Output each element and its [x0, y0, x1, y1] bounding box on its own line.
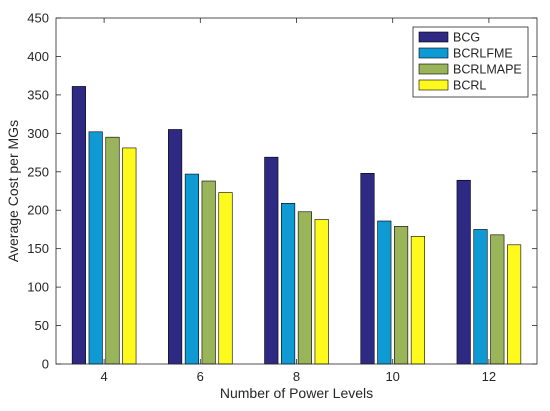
bar-bcg-6	[168, 129, 183, 365]
y-tick-label: 450	[27, 11, 49, 26]
legend-label-bcrl: BCRL	[453, 79, 486, 93]
bar-bcrlmape-4	[105, 136, 120, 365]
y-tick-label: 350	[27, 87, 49, 102]
x-axis-label: Number of Power Levels	[220, 385, 373, 401]
x-tick-label: 12	[482, 369, 496, 384]
bar-bcrlfme-10	[377, 220, 392, 365]
bar-bcrlmape-12	[490, 234, 505, 365]
y-tick-label: 300	[27, 126, 49, 141]
legend-label-bcrlfme: BCRLFME	[453, 47, 513, 61]
y-tick-label: 200	[27, 203, 49, 218]
bar-bcg-12	[456, 179, 471, 365]
x-tick-label: 4	[100, 369, 107, 384]
axes-layer: 0 50 100 150 200 250 300 350 400 450 4 6 8 10 12	[27, 11, 538, 384]
bar-bcrl-8	[314, 219, 329, 365]
y-tick-label: 100	[27, 280, 49, 295]
bar-bcrlfme-8	[281, 203, 296, 365]
legend-swatch-bcrl	[418, 79, 449, 91]
bar-bcrlmape-8	[297, 211, 312, 365]
y-tick-label: 150	[27, 241, 49, 256]
y-tick-label: 0	[42, 357, 49, 372]
bars-layer	[71, 86, 522, 365]
legend-label-bcg: BCG	[453, 31, 480, 45]
bar-bcg-10	[360, 173, 375, 365]
bar-bcrlmape-6	[201, 180, 216, 365]
y-tick-label: 250	[27, 164, 49, 179]
bar-bcg-4	[71, 86, 86, 365]
bar-bcrl-10	[410, 236, 425, 365]
bar-bcrlmape-10	[394, 226, 409, 365]
legend-swatch-bcg	[418, 31, 449, 43]
bar-bcrl-6	[218, 192, 233, 365]
bar-bcrlfme-4	[88, 131, 103, 365]
legend-swatch-bcrlfme	[418, 47, 449, 59]
legend-label-bcrlmape: BCRLMAPE	[453, 63, 522, 77]
legend: BCG BCRLFME BCRLMAPE BCRL	[412, 26, 529, 98]
legend-swatch-bcrlmape	[418, 63, 449, 75]
y-tick-label: 400	[27, 49, 49, 64]
bar-bcrl-12	[507, 244, 522, 365]
x-tick-label: 10	[385, 369, 399, 384]
bar-bcrlfme-6	[184, 173, 199, 365]
bar-bcrlfme-12	[473, 229, 488, 365]
y-tick-label: 50	[35, 318, 49, 333]
bar-bcrl-4	[122, 147, 137, 365]
x-tick-label: 6	[197, 369, 204, 384]
y-axis-label: Average Cost per MGs	[5, 120, 21, 262]
bar-bcg-8	[264, 156, 279, 365]
x-tick-label: 8	[293, 369, 300, 384]
